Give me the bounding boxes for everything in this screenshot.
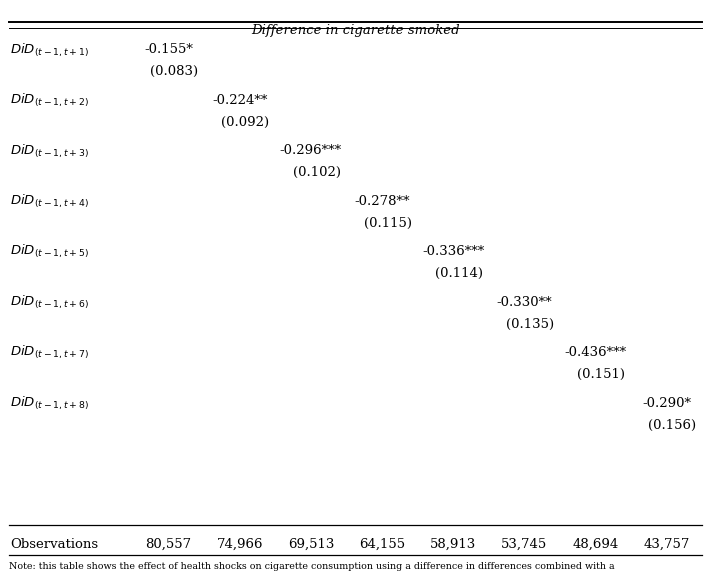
Text: 80,557: 80,557	[146, 538, 191, 550]
Text: -0.330**: -0.330**	[497, 296, 552, 309]
Text: -0.290*: -0.290*	[642, 397, 691, 409]
Text: $DiD_{(t-1,t+5)}$: $DiD_{(t-1,t+5)}$	[10, 243, 89, 260]
Text: 58,913: 58,913	[430, 538, 476, 550]
Text: Note: this table shows the effect of health shocks on cigarette consumption usin: Note: this table shows the effect of hea…	[9, 562, 614, 571]
Text: (0.115): (0.115)	[364, 217, 412, 230]
Text: $DiD_{(t-1,t+6)}$: $DiD_{(t-1,t+6)}$	[10, 293, 89, 311]
Text: Observations: Observations	[10, 538, 98, 550]
Text: -0.278**: -0.278**	[354, 195, 410, 208]
Text: -0.224**: -0.224**	[212, 94, 267, 107]
Text: (0.092): (0.092)	[221, 116, 269, 129]
Text: 69,513: 69,513	[288, 538, 334, 550]
Text: -0.155*: -0.155*	[144, 44, 193, 56]
Text: $DiD_{(t-1,t+2)}$: $DiD_{(t-1,t+2)}$	[10, 92, 89, 109]
Text: (0.083): (0.083)	[150, 66, 198, 78]
Text: 48,694: 48,694	[572, 538, 619, 550]
Text: $DiD_{(t-1,t+7)}$: $DiD_{(t-1,t+7)}$	[10, 344, 89, 361]
Text: 53,745: 53,745	[501, 538, 547, 550]
Text: Difference in cigarette smoked: Difference in cigarette smoked	[251, 24, 460, 37]
Text: -0.436***: -0.436***	[565, 346, 627, 359]
Text: (0.156): (0.156)	[648, 419, 697, 432]
Text: 43,757: 43,757	[643, 538, 690, 550]
Text: -0.336***: -0.336***	[422, 245, 484, 258]
Text: $DiD_{(t-1,t+4)}$: $DiD_{(t-1,t+4)}$	[10, 193, 89, 210]
Text: -0.296***: -0.296***	[280, 144, 342, 157]
Text: $DiD_{(t-1,t+1)}$: $DiD_{(t-1,t+1)}$	[10, 41, 89, 59]
Text: 64,155: 64,155	[359, 538, 405, 550]
Text: $DiD_{(t-1,t+3)}$: $DiD_{(t-1,t+3)}$	[10, 142, 89, 160]
Text: $DiD_{(t-1,t+8)}$: $DiD_{(t-1,t+8)}$	[10, 394, 89, 412]
Text: (0.151): (0.151)	[577, 368, 626, 381]
Text: (0.114): (0.114)	[435, 267, 483, 280]
Text: (0.102): (0.102)	[293, 166, 341, 179]
Text: (0.135): (0.135)	[506, 318, 555, 331]
Text: 74,966: 74,966	[216, 538, 263, 550]
